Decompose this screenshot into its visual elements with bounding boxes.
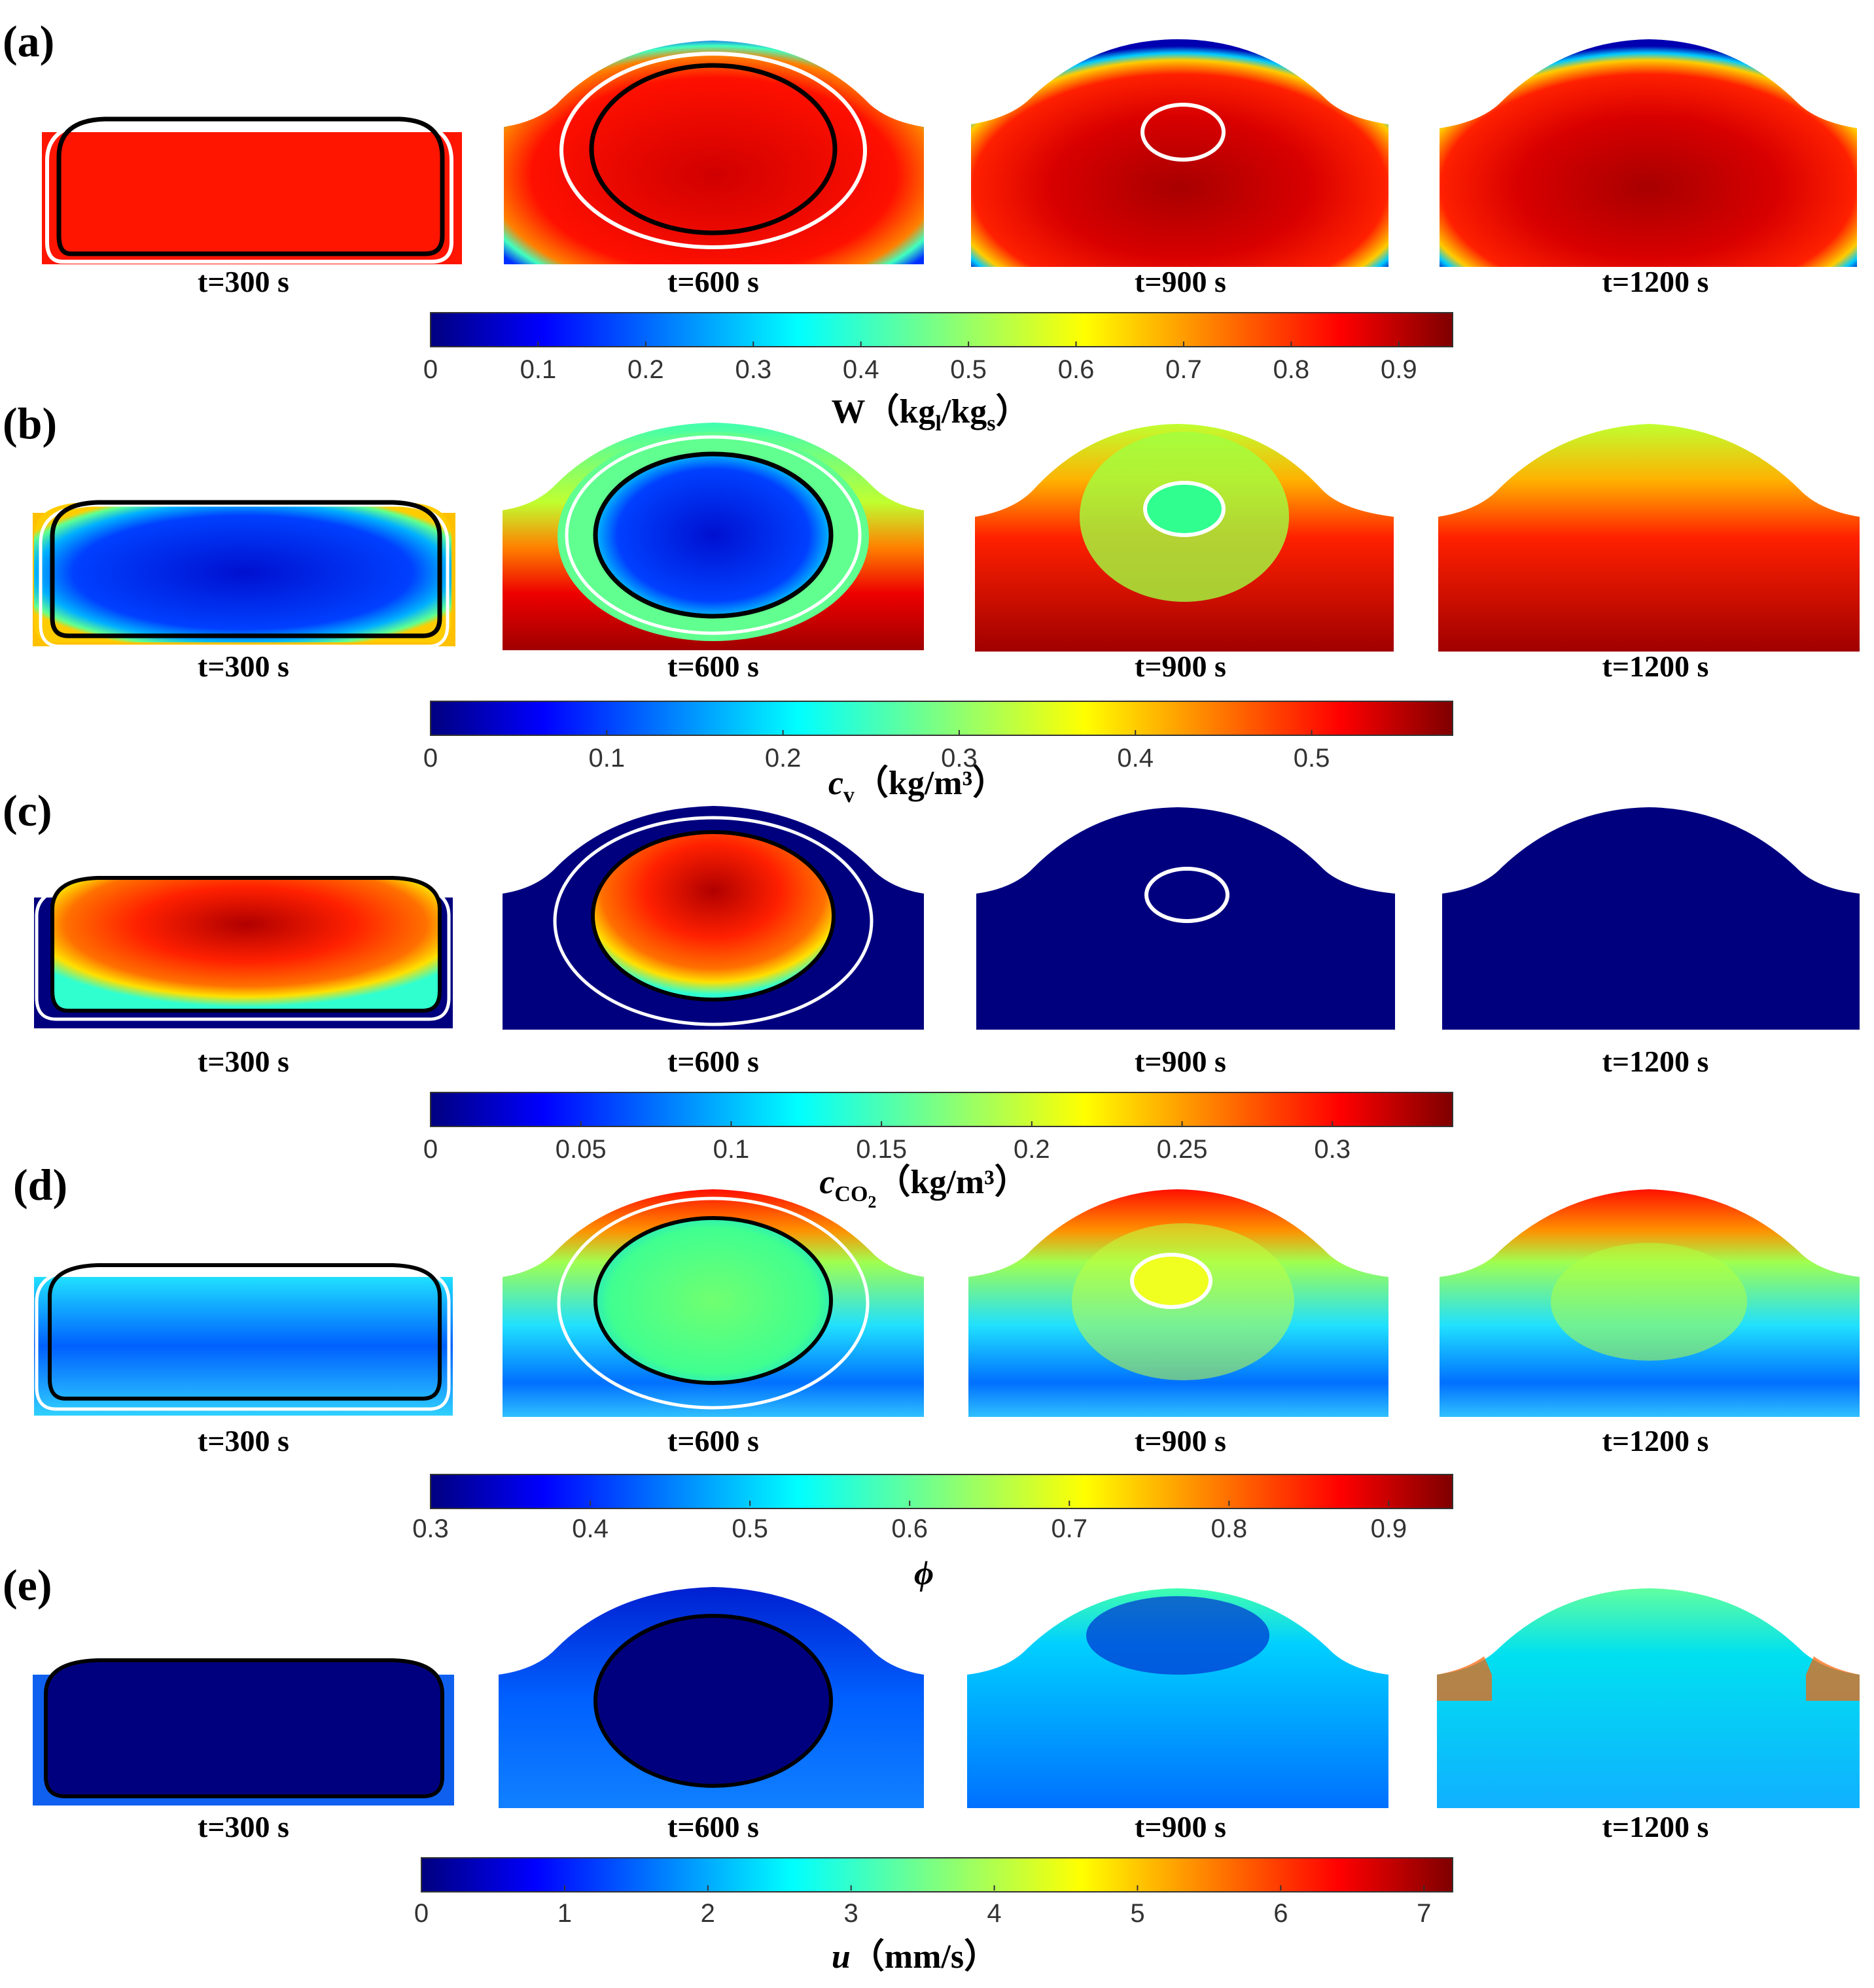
colorbar-tick-label: 0.2 — [765, 744, 802, 773]
time-label-e-1: t=300 s — [198, 1810, 289, 1843]
panel-label-b: (b) — [3, 398, 57, 448]
colorbar-tick-label: 0.3 — [941, 744, 978, 773]
colorbar-tick-label: 0.3 — [735, 355, 771, 384]
colorbar-tick-label: 7 — [1417, 1899, 1431, 1928]
time-label-a-2: t=600 s — [667, 265, 759, 298]
time-label-b-1: t=300 s — [198, 650, 289, 683]
panel-b-t900 — [975, 424, 1394, 652]
row-a: (a) t=300 s t=600 s t=900 s t=1200 s 0 0. — [3, 16, 1857, 436]
colorbar-tick-label: 0.3 — [412, 1514, 449, 1543]
colorbar-a: 0 0.1 0.2 0.3 0.4 0.5 0.6 0.7 0.8 0.9 W（kgl/kgs） — [423, 312, 1453, 436]
time-label-e-4: t=1200 s — [1602, 1810, 1709, 1843]
panel-c-t300 — [34, 876, 453, 1028]
time-label-c-1: t=300 s — [198, 1045, 289, 1078]
time-label-b-3: t=900 s — [1135, 650, 1226, 683]
colorbar-title-e: u（mm/s） — [832, 1938, 998, 1976]
panel-a-t600 — [504, 41, 924, 264]
colorbar-tick-label: 0.05 — [556, 1135, 607, 1164]
colorbar-title-c: cCO2（kg/m³） — [819, 1163, 1028, 1212]
panel-b-t300 — [33, 500, 455, 648]
panel-e-t1200 — [1437, 1588, 1860, 1808]
colorbar-tick-label: 5 — [1130, 1899, 1144, 1928]
colorbar-tick-label: 0.2 — [1014, 1135, 1050, 1164]
panel-e-t300 — [33, 1658, 454, 1805]
colorbar-tick-label: 0.4 — [572, 1514, 609, 1543]
panel-a-t900 — [971, 39, 1388, 267]
colorbar-tick-label: 0.1 — [713, 1135, 750, 1164]
time-label-a-3: t=900 s — [1135, 265, 1226, 298]
panel-a-t300 — [42, 116, 462, 264]
colorbar-tick-label: 0.5 — [732, 1514, 768, 1543]
colorbar-tick-label: 0 — [423, 355, 438, 384]
panel-c-t600 — [503, 806, 924, 1030]
colorbar-tick-label: 4 — [987, 1899, 1001, 1928]
time-label-b-4: t=1200 s — [1602, 650, 1709, 683]
panel-b-t600 — [503, 423, 924, 650]
colorbar-tick-label: 3 — [844, 1899, 858, 1928]
time-label-a-4: t=1200 s — [1602, 265, 1709, 298]
time-label-a-1: t=300 s — [198, 265, 289, 298]
time-label-e-2: t=600 s — [667, 1810, 759, 1843]
panel-e-t900 — [967, 1588, 1388, 1808]
colorbar-tick-label: 0 — [423, 744, 438, 773]
row-e: (e) t=300 s t=600 s t=900 s t=1200 s 0 1 2… — [3, 1560, 1860, 1976]
colorbar-tick-label: 0.4 — [843, 355, 879, 384]
colorbar-tick-label: 0.9 — [1381, 355, 1417, 384]
colorbar-tick-label: 0.6 — [891, 1514, 928, 1543]
time-label-d-1: t=300 s — [198, 1424, 289, 1457]
colorbar-tick-label: 0.3 — [1314, 1135, 1351, 1164]
colorbar-tick-label: 0.7 — [1051, 1514, 1087, 1543]
panel-label-d: (d) — [13, 1160, 67, 1210]
panel-d-t600 — [503, 1189, 924, 1417]
panel-e-t600 — [499, 1587, 924, 1808]
panel-c-t1200 — [1442, 807, 1860, 1030]
colorbar-tick-label: 0.8 — [1211, 1514, 1248, 1543]
colorbar-title-b: cv（kg/m³） — [828, 764, 1006, 807]
colorbar-tick-label: 0 — [414, 1899, 429, 1928]
colorbar-tick-label: 0 — [423, 1135, 438, 1164]
colorbar-tick-label: 0.9 — [1371, 1514, 1407, 1543]
colorbar-tick-label: 0.5 — [950, 355, 987, 384]
colorbar-tick-label: 0.1 — [589, 744, 626, 773]
panel-label-e: (e) — [3, 1560, 52, 1610]
time-label-b-2: t=600 s — [667, 650, 759, 683]
colorbar-tick-label: 6 — [1273, 1899, 1288, 1928]
colorbar-c: 0 0.05 0.1 0.15 0.2 0.25 0.3 cCO2（kg/m³） — [423, 1092, 1453, 1212]
panel-b-t1200 — [1438, 424, 1860, 652]
colorbar-tick-label: 0.7 — [1165, 355, 1202, 384]
panel-a-t1200 — [1440, 39, 1857, 267]
time-label-d-3: t=900 s — [1135, 1424, 1226, 1457]
colorbar-d: 0.3 0.4 0.5 0.6 0.7 0.8 0.9 ϕ — [412, 1474, 1453, 1592]
panel-d-t300 — [34, 1263, 453, 1416]
colorbar-tick-label: 1 — [557, 1899, 572, 1928]
colorbar-b: 0 0.1 0.2 0.3 0.4 0.5 cv（kg/m³） — [423, 701, 1453, 807]
colorbar-tick-label: 0.15 — [856, 1135, 907, 1164]
time-label-c-3: t=900 s — [1135, 1045, 1226, 1078]
colorbar-tick-label: 0.2 — [628, 355, 664, 384]
panel-label-c: (c) — [3, 786, 52, 835]
panel-c-t900 — [976, 807, 1395, 1030]
time-label-c-4: t=1200 s — [1602, 1045, 1709, 1078]
colorbar-tick-label: 0.5 — [1294, 744, 1330, 773]
colorbar-e: 0 1 2 3 4 5 6 7 u（mm/s） — [414, 1857, 1453, 1976]
time-label-e-3: t=900 s — [1135, 1810, 1226, 1843]
colorbar-tick-label: 0.25 — [1157, 1135, 1208, 1164]
colorbar-tick-label: 0.8 — [1273, 355, 1310, 384]
panel-d-t900 — [968, 1189, 1388, 1417]
time-label-d-4: t=1200 s — [1602, 1424, 1709, 1457]
colorbar-tick-label: 2 — [701, 1899, 715, 1928]
colorbar-tick-label: 0.4 — [1117, 744, 1154, 773]
colorbar-tick-label: 0.1 — [520, 355, 557, 384]
colorbar-tick-label: 0.6 — [1058, 355, 1095, 384]
time-label-d-2: t=600 s — [667, 1424, 759, 1457]
time-label-c-2: t=600 s — [667, 1045, 759, 1078]
panel-d-t1200 — [1440, 1189, 1860, 1417]
colorbar-title-a: W（kgl/kgs） — [832, 392, 1030, 436]
row-d: (d) t=300 s t=600 s t=900 s t=1200 s 0.3… — [13, 1160, 1860, 1592]
row-c: (c) t=300 s t=600 s t=900 s t=1200 s 0 0.… — [3, 786, 1860, 1212]
panel-label-a: (a) — [3, 16, 54, 66]
colorbar-title-d: ϕ — [914, 1555, 934, 1592]
